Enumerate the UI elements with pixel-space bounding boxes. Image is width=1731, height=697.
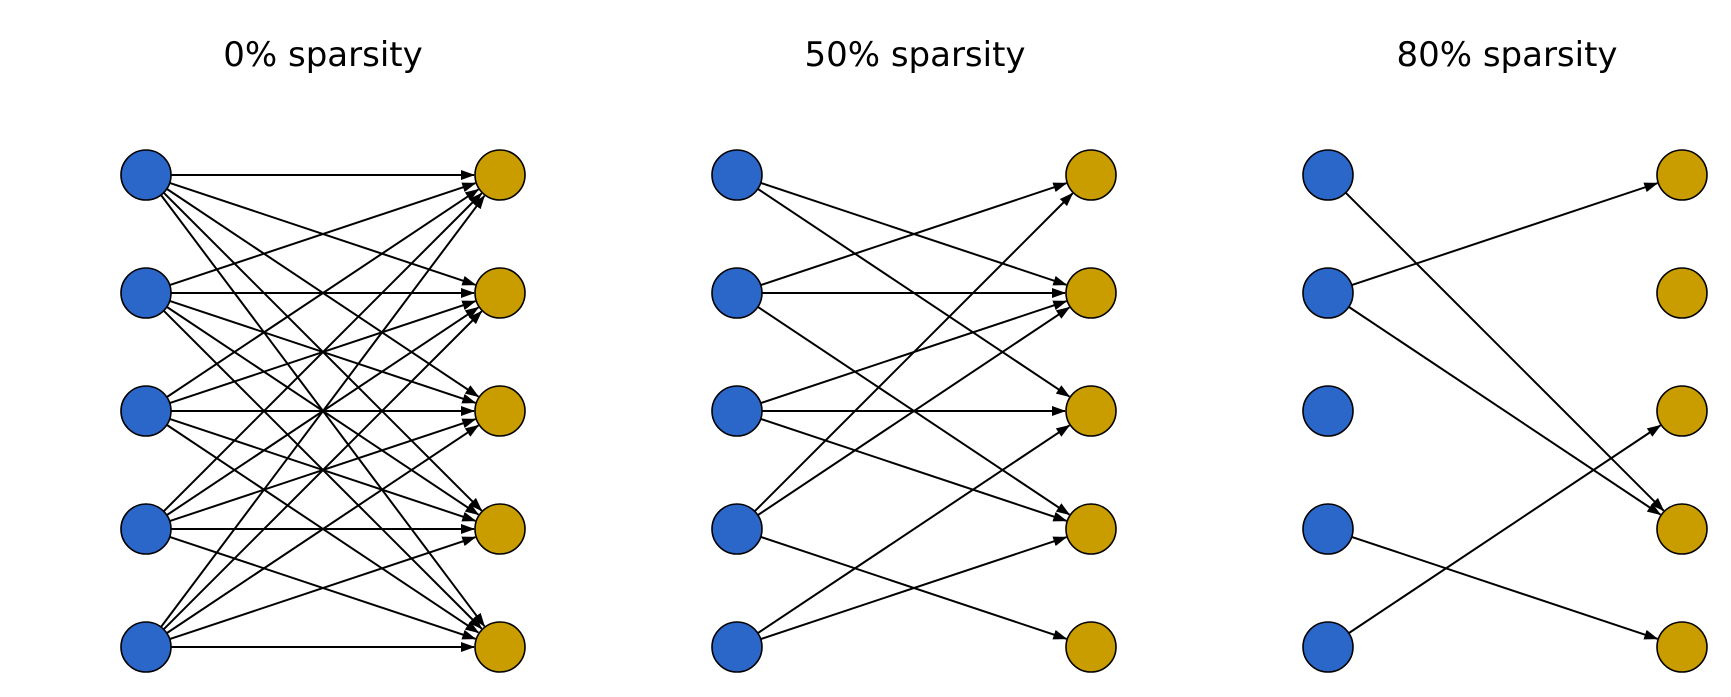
input-node-2 [120, 267, 172, 319]
output-node-4 [1656, 503, 1708, 555]
edge-in5-out4 [760, 536, 1068, 641]
edge-in5-out3 [757, 424, 1071, 634]
output-node-1 [1656, 149, 1708, 201]
panel-title-dense: 0% sparsity [223, 35, 422, 75]
panel-medium-sparse: 50% sparsity [711, 35, 1117, 673]
output-node-3 [474, 385, 526, 437]
panel-title-high-sparse: 80% sparsity [1396, 35, 1617, 75]
edge-in5-out3 [1348, 424, 1662, 634]
input-node-1 [1302, 149, 1354, 201]
edge-in4-out1 [162, 192, 483, 513]
input-node-2 [1302, 267, 1354, 319]
edge-in4-out1 [753, 192, 1074, 513]
output-node-3 [1656, 385, 1708, 437]
output-node-4 [1065, 503, 1117, 555]
input-node-4 [120, 503, 172, 555]
input-node-3 [120, 385, 172, 437]
input-node-3 [1302, 385, 1354, 437]
edge-in3-out4 [760, 417, 1068, 522]
input-node-5 [120, 621, 172, 673]
edge-in4-out5 [1351, 535, 1659, 640]
output-node-5 [1065, 621, 1117, 673]
edge-in2-out4 [1348, 306, 1662, 516]
output-node-5 [1656, 621, 1708, 673]
input-node-4 [1302, 503, 1354, 555]
panel-high-sparse-nodes [1302, 149, 1708, 673]
edge-in5-out2 [162, 310, 483, 631]
output-node-1 [474, 149, 526, 201]
output-node-2 [1065, 267, 1117, 319]
panel-title-medium-sparse: 50% sparsity [804, 35, 1025, 75]
edge-in2-out1 [760, 182, 1068, 287]
output-node-2 [1656, 267, 1708, 319]
output-node-1 [1065, 149, 1117, 201]
input-node-5 [1302, 621, 1354, 673]
panel-medium-sparse-nodes [711, 149, 1117, 673]
edge-in5-out3 [166, 424, 480, 634]
panel-medium-sparse-edges [753, 181, 1074, 641]
edge-in5-out4 [169, 536, 477, 641]
panel-dense: 0% sparsity [120, 35, 526, 673]
edge-in4-out2 [757, 306, 1071, 516]
output-node-3 [1065, 385, 1117, 437]
edge-in3-out1 [166, 188, 480, 398]
input-node-5 [711, 621, 763, 673]
input-node-3 [711, 385, 763, 437]
edge-in2-out1 [1351, 182, 1659, 287]
panel-dense-edges [160, 170, 486, 652]
input-node-1 [120, 149, 172, 201]
panel-high-sparse-edges [1344, 182, 1665, 640]
input-node-2 [711, 267, 763, 319]
panel-dense-nodes [120, 149, 526, 673]
input-node-1 [711, 149, 763, 201]
panel-high-sparse: 80% sparsity [1302, 35, 1708, 673]
output-node-2 [474, 267, 526, 319]
edge-in1-out4 [1344, 191, 1665, 512]
edge-in5-out1 [160, 195, 486, 628]
edge-in2-out1 [169, 182, 477, 287]
output-node-5 [474, 621, 526, 673]
output-node-4 [474, 503, 526, 555]
input-node-4 [711, 503, 763, 555]
